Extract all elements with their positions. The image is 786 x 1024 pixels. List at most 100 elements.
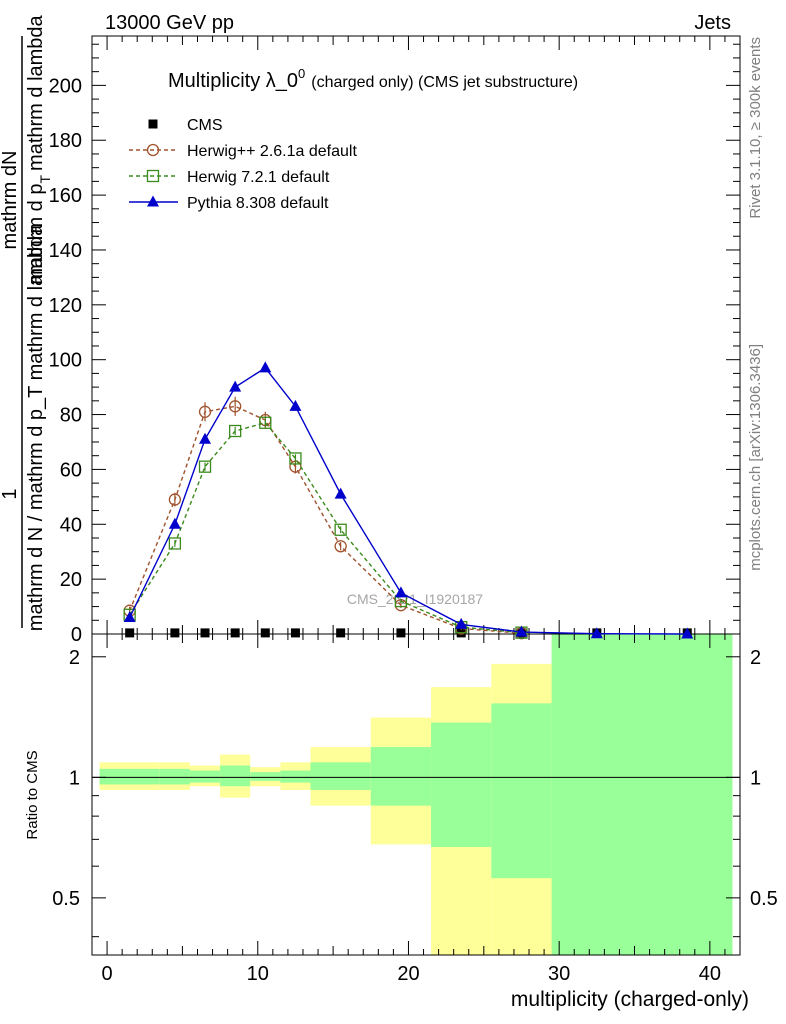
main-y-tick-label: 200 xyxy=(49,75,82,97)
chart-title-suffix: (charged only) (CMS jet substructure) xyxy=(311,74,578,91)
ratio-y-tick-label-right: 0.5 xyxy=(750,888,778,910)
main-y-tick-label: 80 xyxy=(60,405,82,427)
y-label-denominator-left: mathrm d N / mathrm d p_T mathrm d lambd… xyxy=(25,224,47,631)
legend-marker xyxy=(148,119,158,129)
legend-label: Herwig++ 2.6.1a default xyxy=(187,143,357,160)
legend-entry-2: Herwig 7.2.1 default xyxy=(129,169,330,186)
data-point xyxy=(259,416,272,429)
legend-marker xyxy=(146,169,160,183)
y-label-inner-sub: T xyxy=(37,175,53,184)
data-point xyxy=(289,399,302,411)
data-point xyxy=(290,628,300,638)
data-point xyxy=(334,487,347,499)
y-label-inner-dl: mathrm d lambda xyxy=(25,14,47,170)
legend-label: Herwig 7.2.1 default xyxy=(187,169,330,186)
beam-label: 13000 GeV pp xyxy=(105,12,234,34)
data-point xyxy=(396,628,406,638)
main-y-label: 1 mathrm d N / mathrm d p_T mathrm d lam… xyxy=(0,14,53,631)
y-label-numerator-left: 1 xyxy=(0,488,21,499)
main-axes: 0 20 40 60 80 100 120 140 160 180 200 xyxy=(49,35,741,646)
x-tick-label: 30 xyxy=(548,963,570,985)
data-point xyxy=(289,452,302,465)
data-point xyxy=(200,628,210,638)
main-y-tick-label: 60 xyxy=(60,459,82,481)
data-point xyxy=(168,517,181,529)
ratio-band-green-1 xyxy=(159,768,190,785)
x-tick-label: 10 xyxy=(247,963,269,985)
data-point xyxy=(515,625,528,637)
series-line-3 xyxy=(129,366,688,635)
main-y-tick-label: 160 xyxy=(49,185,82,207)
main-frame xyxy=(91,35,741,635)
main-y-tick-label: 20 xyxy=(60,569,82,591)
ratio-band-green-8 xyxy=(431,722,492,847)
ratio-bands xyxy=(99,634,733,955)
x-tick-label: 20 xyxy=(397,963,419,985)
data-point xyxy=(199,432,212,444)
legend: CMS Herwig++ 2.6.1a default Herwig 7.2.1 d… xyxy=(129,117,357,212)
ratio-band-green-6 xyxy=(310,762,371,790)
data-point xyxy=(334,540,347,553)
y-label-inner-numerator: mathrm dN xyxy=(0,151,21,250)
ratio-band-green-10 xyxy=(551,634,733,955)
ratio-band-green-5 xyxy=(280,770,311,783)
ratio-band-green-2 xyxy=(189,770,221,783)
legend-label: Pythia 8.308 default xyxy=(187,195,329,212)
x-axis-label: multiplicity (charged-only) xyxy=(511,988,749,1011)
x-tick-label: 40 xyxy=(699,963,721,985)
y-label-inner-d: mathrm d xyxy=(0,165,21,249)
ratio-band-green-7 xyxy=(370,747,432,806)
data-point xyxy=(260,628,270,638)
x-tick-label: 0 xyxy=(102,963,113,985)
data-point xyxy=(590,627,603,639)
data-point xyxy=(229,424,242,438)
data-point xyxy=(334,523,347,536)
data-point xyxy=(681,627,694,639)
chart-title-main: Multiplicity λ_0 xyxy=(168,70,298,92)
data-point xyxy=(394,586,407,598)
ratio-band-green-3 xyxy=(220,765,251,787)
y-label-inner-n: N xyxy=(0,151,21,165)
series-line-2 xyxy=(129,421,522,634)
rivet-label: Rivet 3.1.10, ≥ 300k events xyxy=(747,37,764,219)
data-point xyxy=(230,628,240,638)
y-label-inner-dp: mathrm d p xyxy=(25,184,47,285)
main-y-tick-label: 140 xyxy=(49,240,82,262)
legend-entry-0: CMS xyxy=(148,117,223,134)
ratio-y-tick-label-left: 1 xyxy=(69,767,80,789)
legend-entry-1: Herwig++ 2.6.1a default xyxy=(129,143,357,160)
main-y-tick-label: 40 xyxy=(60,514,82,536)
data-point xyxy=(229,380,242,392)
data-point xyxy=(198,405,212,418)
ratio-band-green-9 xyxy=(491,703,552,879)
ratio-y-tick-label-right: 2 xyxy=(750,647,761,669)
data-point xyxy=(455,617,468,629)
ratio-band-green-4 xyxy=(250,772,281,781)
data-point xyxy=(259,361,272,373)
main-y-tick-label: 180 xyxy=(49,130,82,152)
ratio-y-tick-label-left: 0.5 xyxy=(52,888,80,910)
series-layer xyxy=(123,361,694,640)
data-point xyxy=(125,628,135,638)
data-point xyxy=(229,400,242,413)
data-point xyxy=(168,493,182,506)
data-point xyxy=(168,537,182,550)
series-3 xyxy=(123,361,694,639)
legend-label: CMS xyxy=(187,117,223,134)
series-line-1 xyxy=(129,405,522,634)
legend-entry-3: Pythia 8.308 default xyxy=(129,195,329,212)
analysis-watermark: CMS_2021_I1920187 xyxy=(347,591,483,607)
ratio-axes: 0 10 20 30 40 0.5 0.5 1 1 2 2 xyxy=(52,633,778,985)
process-label: Jets xyxy=(694,12,731,34)
chart-title: Multiplicity λ_00 (charged only) (CMS jet… xyxy=(168,66,578,92)
data-point xyxy=(123,611,136,623)
legend-marker xyxy=(147,195,159,207)
main-y-tick-label: 0 xyxy=(71,624,82,646)
chart-title-sup: 0 xyxy=(298,66,305,81)
ratio-y-tick-label-right: 1 xyxy=(750,767,761,789)
main-y-tick-label: 100 xyxy=(49,350,82,372)
ratio-band-green-0 xyxy=(99,768,160,785)
main-y-tick-label: 120 xyxy=(49,295,82,317)
ratio-y-tick-label-left: 2 xyxy=(69,647,80,669)
